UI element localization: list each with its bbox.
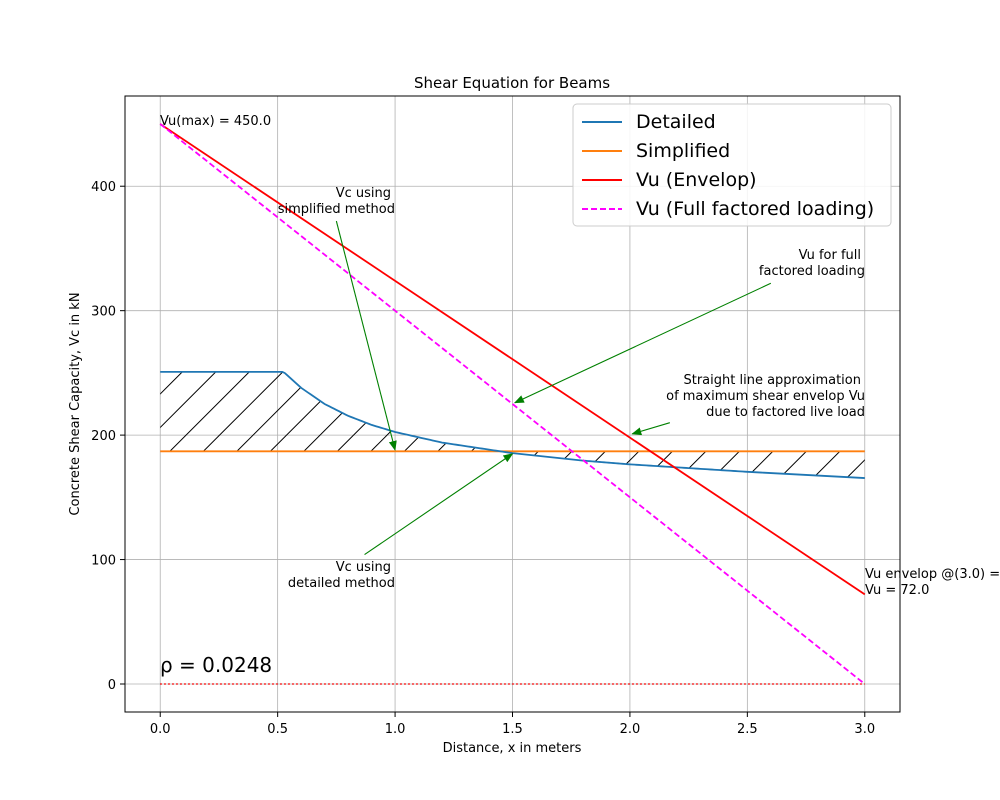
vc-detailed-annotation-line2: detailed method bbox=[288, 576, 395, 591]
legend-item-simplified: Simplified bbox=[582, 140, 730, 162]
annotation-arrow bbox=[513, 282, 772, 404]
vu-envelop-annotation-line2: Vu = 72.0 bbox=[865, 583, 929, 598]
legend-label-vu-envelop: Vu (Envelop) bbox=[636, 169, 757, 191]
y-tick-label: 400 bbox=[91, 180, 116, 195]
legend: Detailed Simplified Vu (Envelop) Vu (Ful… bbox=[572, 103, 892, 227]
legend-label-vu-full: Vu (Full factored loading) bbox=[636, 198, 874, 220]
vc-detailed-annotation-line1: Vc using bbox=[336, 560, 391, 575]
chart-title: Shear Equation for Beams bbox=[414, 74, 610, 92]
annotation-arrows bbox=[335, 220, 772, 556]
y-tick-label: 0 bbox=[108, 678, 116, 693]
series-line-vu-envelop bbox=[159, 123, 866, 596]
y-axis-label: Concrete Shear Capacity, Vc in kN bbox=[68, 292, 83, 515]
y-tick-label: 300 bbox=[91, 305, 116, 320]
annotation-arrow bbox=[335, 220, 397, 452]
vu-full-annotation-line1: Vu for full bbox=[799, 248, 861, 263]
straight-line-annotation-line3: due to factored live load bbox=[706, 405, 865, 420]
y-tick-label: 200 bbox=[91, 429, 116, 444]
vu-max-annotation: Vu(max) = 450.0 bbox=[160, 114, 271, 129]
straight-line-annotation-line1: Straight line approximation bbox=[683, 373, 861, 388]
vu-full-annotation-line2: factored loading bbox=[759, 264, 865, 279]
straight-line-annotation-line2: of maximum shear envelop Vu bbox=[666, 389, 865, 404]
axis-ticks: 0.0 0.5 1.0 1.5 2.0 2.5 3.0 0 100 200 300 400 bbox=[91, 180, 875, 737]
x-tick-label: 1.5 bbox=[502, 722, 523, 737]
x-tick-label: 2.5 bbox=[737, 722, 758, 737]
annotation-arrow bbox=[364, 453, 514, 556]
hatch-line bbox=[160, 371, 195, 479]
legend-item-vu-envelop: Vu (Envelop) bbox=[582, 169, 757, 191]
legend-label-detailed: Detailed bbox=[636, 111, 716, 133]
annotation-arrow bbox=[631, 422, 671, 436]
series-line-vu-full-factored-loading bbox=[159, 123, 866, 685]
series-line-detailed bbox=[160, 370, 865, 479]
x-tick-label: 3.0 bbox=[854, 722, 875, 737]
legend-label-simplified: Simplified bbox=[636, 140, 730, 162]
legend-item-detailed: Detailed bbox=[582, 111, 716, 133]
vu-envelop-annotation-line1: Vu envelop @(3.0) = bbox=[865, 567, 1000, 582]
hatch-line bbox=[839, 371, 865, 479]
hatch-line bbox=[160, 371, 228, 479]
vc-simplified-annotation-line1: Vc using bbox=[336, 186, 391, 201]
x-tick-label: 1.0 bbox=[385, 722, 406, 737]
vc-simplified-annotation-line2: simplified method bbox=[278, 202, 395, 217]
rho-annotation: ρ = 0.0248 bbox=[160, 653, 272, 677]
x-tick-label: 2.0 bbox=[620, 722, 641, 737]
x-tick-label: 0.5 bbox=[267, 722, 288, 737]
legend-item-vu-full: Vu (Full factored loading) bbox=[582, 198, 874, 220]
hatch-line bbox=[160, 371, 262, 479]
x-tick-label: 0.0 bbox=[150, 722, 171, 737]
x-axis-label: Distance, x in meters bbox=[443, 741, 582, 756]
y-tick-label: 100 bbox=[91, 554, 116, 569]
legend-box bbox=[572, 103, 892, 227]
series-lines bbox=[159, 123, 866, 685]
hatch-line bbox=[805, 371, 865, 479]
